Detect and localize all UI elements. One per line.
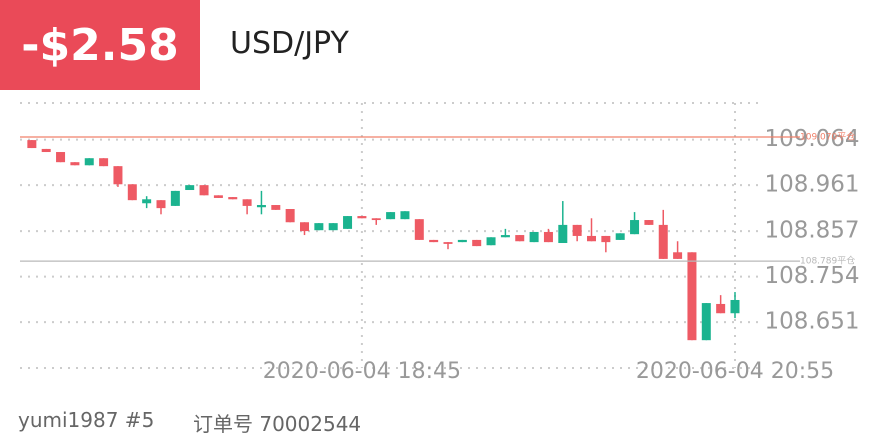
candle-body: [170, 190, 180, 206]
candle-body: [658, 224, 668, 259]
symbol: USD/JPY: [230, 26, 349, 61]
candle-body: [41, 148, 51, 153]
y-tick-label: 109.064: [764, 126, 859, 152]
candle-body: [242, 199, 252, 206]
candle-body: [572, 224, 582, 236]
candle-body: [601, 235, 611, 243]
candle-body: [300, 222, 309, 232]
candle-body: [328, 223, 338, 231]
candle-body: [687, 252, 697, 341]
candle-body: [84, 158, 94, 166]
candle-body: [285, 209, 295, 223]
candle-body: [271, 205, 281, 210]
candle-body: [400, 211, 410, 220]
candle-body: [386, 212, 396, 220]
candle-body: [615, 233, 625, 240]
candle-body: [515, 235, 525, 242]
candle-body: [443, 242, 453, 244]
y-tick-label: 108.961: [764, 172, 859, 198]
candle-body: [529, 231, 539, 243]
candle-body: [127, 184, 137, 201]
candle-body: [630, 220, 640, 235]
candle-body: [27, 140, 37, 149]
candle-body: [543, 231, 553, 243]
candle-body: [457, 239, 467, 243]
candle-body: [185, 185, 195, 191]
x-tick-label: 2020-06-04 20:55: [636, 359, 834, 384]
candle-body: [500, 235, 510, 238]
candle-body: [644, 220, 654, 225]
candle-body: [472, 239, 482, 247]
candle-body: [701, 303, 711, 341]
candle-body: [213, 195, 223, 198]
y-tick-label: 108.857: [764, 218, 859, 244]
candle-body: [343, 216, 353, 229]
candle-body: [142, 199, 152, 204]
profit-badge: -$2.58: [0, 0, 200, 90]
candle-body: [486, 237, 496, 246]
candle-body: [558, 224, 568, 244]
chart: 108.651 108.754 108.857 108.961 109.064 2020-…: [20, 102, 860, 384]
reference-label: 109.070平仓: [800, 131, 855, 143]
candle-body: [357, 216, 367, 219]
candle-body: [199, 185, 209, 196]
candle-body: [716, 303, 726, 314]
x-tick-label: 2020-06-04 18:45: [263, 359, 461, 384]
reference-label: 108.789平仓: [800, 255, 855, 267]
order-label: 订单号 70002544: [193, 412, 362, 436]
candle-body: [99, 158, 109, 167]
y-tick-label: 108.651: [764, 309, 859, 335]
user-label: yumi1987 #5: [18, 408, 155, 432]
candle-body: [314, 223, 324, 231]
candle-body: [228, 197, 238, 200]
candle-body: [371, 218, 381, 221]
candle-body: [587, 235, 596, 242]
candle-body: [673, 252, 683, 259]
candle-body: [70, 162, 80, 166]
candle-body: [56, 152, 66, 163]
candle-body: [113, 166, 123, 185]
candle-body: [429, 239, 439, 243]
candle-body: [156, 200, 166, 209]
candle-body: [414, 219, 424, 240]
candle-body: [730, 299, 740, 314]
y-tick-label: 108.754: [764, 263, 859, 289]
candle-body: [256, 205, 266, 208]
